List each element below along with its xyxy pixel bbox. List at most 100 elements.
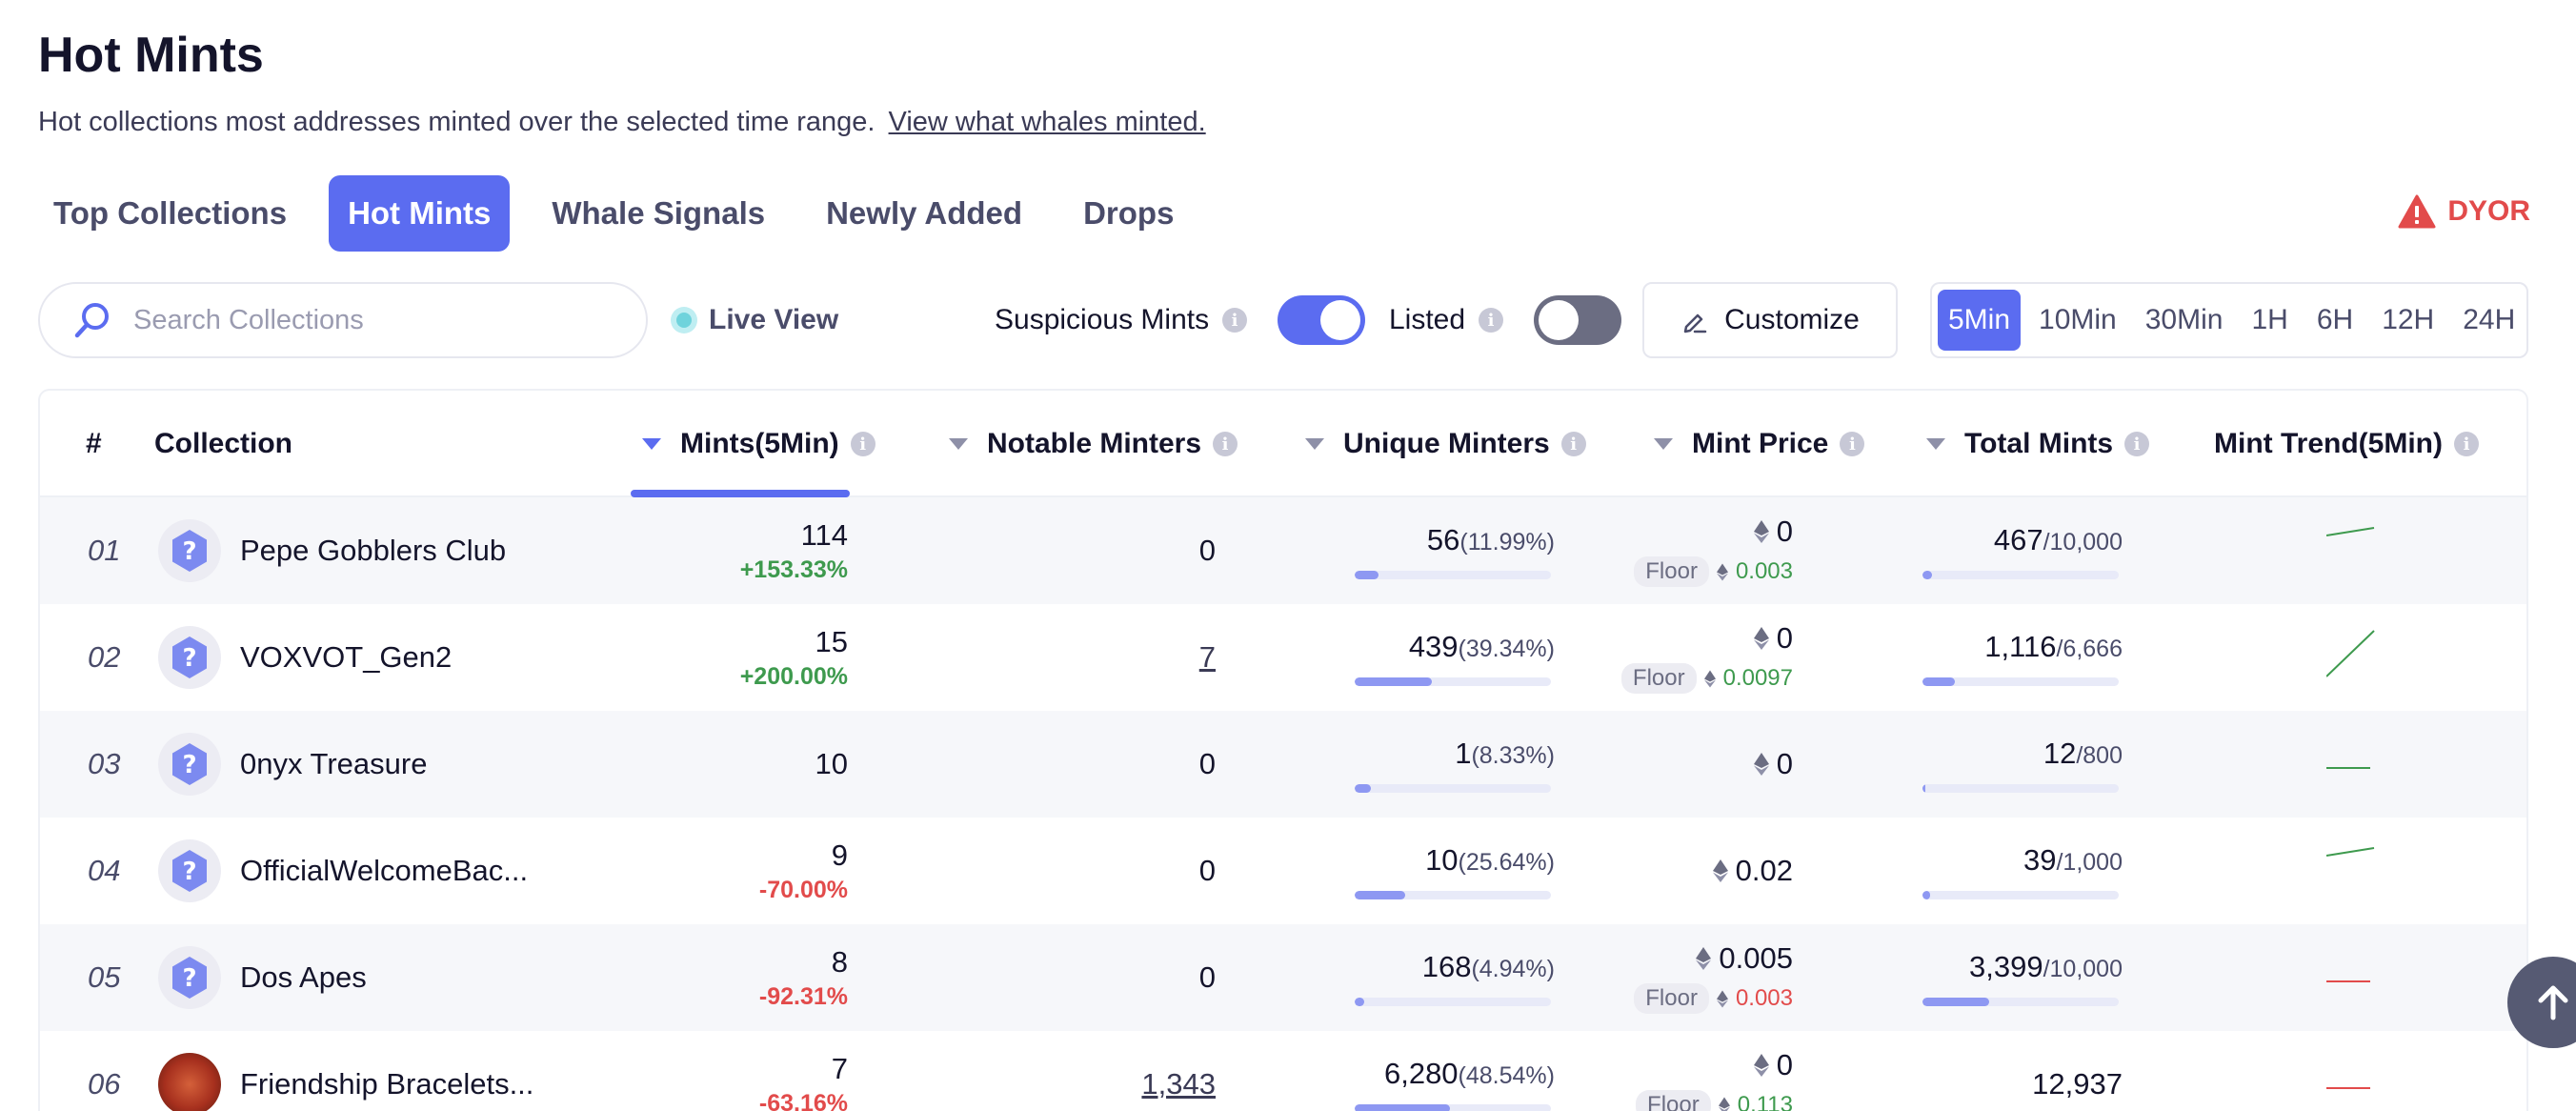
timeframe-5min[interactable]: 5Min (1938, 290, 2022, 351)
mints-cell: 10 (562, 711, 848, 818)
total-mints-cell: 1,116/6,666 (1922, 604, 2123, 711)
mints-cell: 9 -70.00% (562, 818, 848, 924)
unique-minters-bar (1355, 677, 1551, 686)
listed-switch[interactable] (1534, 295, 1622, 345)
warning-icon (2398, 194, 2436, 229)
total-mints-cell: 12,937 (1922, 1031, 2123, 1111)
mint-price-value: 0 (1776, 515, 1793, 548)
suspicious-mints-switch[interactable] (1278, 295, 1366, 345)
column-total-mints[interactable]: Total Mints i (1926, 391, 2150, 497)
collection-avatar: ? (158, 946, 221, 1009)
info-icon[interactable]: i (1222, 308, 1248, 333)
tab-drops[interactable]: Drops (1083, 195, 1175, 231)
dyor-button[interactable]: DYOR (2398, 194, 2530, 229)
info-icon[interactable]: i (1560, 432, 1586, 456)
table-row[interactable]: 05? Dos Apes 8 -92.31% 0 168(4.94%) 0.005 Floor… (40, 924, 2526, 1031)
tab-newly-added[interactable]: Newly Added (826, 195, 1023, 231)
unique-minters-bar (1355, 570, 1551, 579)
row-rank: 01 (88, 534, 121, 567)
unique-minters-bar (1355, 783, 1551, 793)
total-mints-max: /1,000 (2056, 848, 2123, 876)
eth-icon (1703, 670, 1716, 687)
timeframe-30min[interactable]: 30Min (2144, 304, 2224, 335)
mints-change: +200.00% (739, 662, 848, 690)
toolbar: Live View Suspicious Mints i Listed i Cu… (38, 282, 2528, 358)
collection-name[interactable]: Pepe Gobblers Club (240, 534, 507, 567)
collection-cell[interactable]: ? 0nyx Treasure (158, 711, 427, 818)
timeframe-6h[interactable]: 6H (2316, 304, 2354, 335)
table-row[interactable]: 06 Friendship Bracelets... 7 -63.16% 1,343 6,… (40, 1031, 2526, 1111)
column-collection: Collection (154, 428, 293, 459)
notable-minters-value[interactable]: 7 (1198, 640, 1216, 674)
mints-value: 15 (815, 624, 848, 658)
total-mints-max: /6,666 (2056, 635, 2123, 662)
row-rank: 02 (88, 640, 121, 674)
collection-name[interactable]: Friendship Bracelets... (240, 1067, 534, 1101)
timeframe-12h[interactable]: 12H (2382, 304, 2435, 335)
column-mints-label: Mints(5Min) (680, 428, 839, 459)
notable-minters-value[interactable]: 1,343 (1141, 1067, 1216, 1101)
collection-cell[interactable]: ? Pepe Gobblers Club (158, 497, 506, 604)
total-mints-cell: 39/1,000 (1922, 818, 2123, 924)
suspicious-mints-label: Suspicious Mints (995, 304, 1210, 335)
timeframe-1h[interactable]: 1H (2251, 304, 2288, 335)
collection-cell[interactable]: ? VOXVOT_Gen2 (158, 604, 452, 711)
live-view-label: Live View (709, 304, 839, 335)
mints-change: +153.33% (739, 556, 848, 583)
row-rank: 05 (88, 960, 121, 994)
total-mints-bar (1922, 783, 2119, 793)
table-row[interactable]: 02? VOXVOT_Gen2 15 +200.00% 7 439(39.34%) 0 Flo… (40, 604, 2526, 711)
column-unique-minters[interactable]: Unique Minters i (1305, 391, 1586, 497)
collection-name[interactable]: VOXVOT_Gen2 (240, 640, 453, 674)
info-icon[interactable]: i (850, 432, 875, 456)
mint-trend-sparkline (2307, 604, 2403, 711)
unique-minters-value: 56 (1426, 522, 1460, 556)
collection-cell[interactable]: ? OfficialWelcomeBac... (158, 818, 528, 924)
collection-name[interactable]: OfficialWelcomeBac... (240, 854, 529, 887)
table-row[interactable]: 01? Pepe Gobblers Club 114 +153.33% 0 56(11.9… (40, 497, 2526, 604)
column-notable-minters[interactable]: Notable Minters i (949, 391, 1238, 497)
scroll-to-top-button[interactable] (2507, 957, 2576, 1048)
row-rank: 03 (88, 747, 121, 780)
search-input[interactable] (133, 304, 629, 336)
table-row[interactable]: 03? 0nyx Treasure 10 0 1(8.33%) 0 12/800 (40, 711, 2526, 818)
info-icon[interactable]: i (1479, 308, 1504, 333)
live-view-button[interactable]: Live View (671, 282, 838, 358)
collection-name[interactable]: Dos Apes (240, 960, 367, 994)
svg-text:?: ? (182, 537, 196, 566)
column-price-label: Mint Price (1692, 428, 1829, 459)
unique-minters-pct: (4.94%) (1471, 955, 1555, 982)
column-mints[interactable]: Mints(5Min) i (642, 391, 875, 497)
mint-trend-sparkline (2307, 711, 2403, 818)
column-mint-price[interactable]: Mint Price i (1654, 391, 1865, 497)
eth-icon (1716, 990, 1728, 1007)
table-row[interactable]: 04? OfficialWelcomeBac... 9 -70.00% 0 10(25.6… (40, 818, 2526, 924)
unique-minters-pct: (25.64%) (1458, 848, 1555, 876)
tab-whale-signals[interactable]: Whale Signals (552, 195, 766, 231)
whales-link[interactable]: View what whales minted. (888, 107, 1206, 137)
tab-top-collections[interactable]: Top Collections (53, 195, 288, 231)
total-mints-value: 1,116 (1984, 629, 2057, 663)
eth-icon (1718, 1097, 1730, 1111)
notable-minters-value: 0 (1198, 534, 1216, 567)
collection-cell[interactable]: Friendship Bracelets... (158, 1031, 533, 1111)
collection-name[interactable]: 0nyx Treasure (240, 747, 428, 780)
info-icon[interactable]: i (1213, 432, 1238, 456)
info-icon[interactable]: i (2124, 432, 2150, 456)
active-sort-underline (631, 490, 850, 497)
info-icon[interactable]: i (2453, 432, 2479, 456)
timeframe-24h[interactable]: 24H (2463, 304, 2516, 335)
question-icon: ? (172, 636, 207, 678)
collection-cell[interactable]: ? Dos Apes (158, 924, 367, 1031)
mint-price-value: 0 (1776, 1048, 1793, 1081)
customize-button[interactable]: Customize (1642, 282, 1898, 358)
tab-hot-mints[interactable]: Hot Mints (329, 175, 511, 252)
sort-arrow-icon (642, 438, 661, 450)
total-mints-cell: 3,399/10,000 (1922, 924, 2123, 1031)
eth-icon (1753, 520, 1769, 543)
timeframe-10min[interactable]: 10Min (2039, 304, 2117, 335)
search-box[interactable] (38, 282, 648, 358)
mint-price-value: 0.005 (1719, 941, 1793, 975)
info-icon[interactable]: i (1840, 432, 1865, 456)
unique-minters-cell: 6,280(48.54%) (1355, 1031, 1555, 1111)
